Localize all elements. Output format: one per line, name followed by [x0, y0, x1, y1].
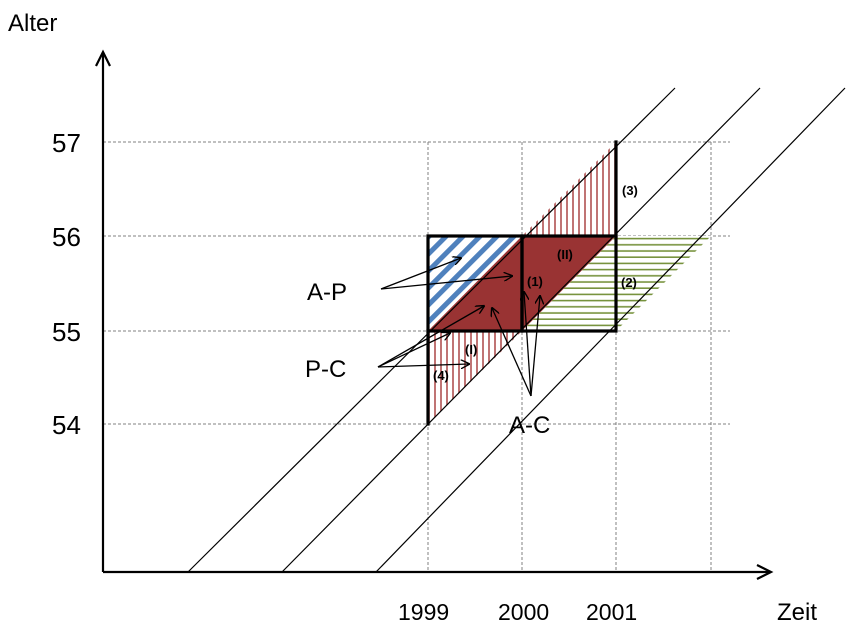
x-tick-label: 2000 [498, 599, 549, 625]
y-axis-arrowhead [95, 49, 111, 67]
y-tick-label: 55 [52, 317, 81, 347]
grid [103, 141, 730, 572]
pc-arrow-2 [377, 306, 484, 368]
region-label-II: (II) [557, 247, 573, 262]
pc-arrow-3 [377, 364, 469, 367]
y-axis-title: Alter [8, 10, 57, 37]
x-tick-label: 2001 [586, 599, 637, 625]
region-label-2: (2) [621, 275, 637, 290]
region-label-3: (3) [622, 183, 638, 198]
x-axis-arrowhead [756, 564, 774, 580]
ac-arrow-1 [492, 308, 532, 397]
x-tick-label: 1999 [398, 599, 449, 625]
region-label-4: (4) [433, 368, 449, 383]
y-tick-label: 54 [52, 410, 81, 440]
axes [95, 49, 774, 580]
annotation-arrows [377, 258, 540, 397]
ap-arrow-2 [380, 276, 512, 290]
ac-arrow-3 [530, 296, 540, 397]
ac-label: A-C [509, 412, 550, 439]
x-axis-title: Zeit [777, 599, 817, 626]
bold-outlines [426, 140, 618, 426]
y-tick-label: 57 [52, 128, 81, 158]
pc-label: P-C [305, 356, 346, 383]
region-label-1: (1) [527, 274, 543, 289]
y-tick-label: 56 [52, 222, 81, 252]
square-2000 [520, 234, 618, 333]
ac-arrow-2 [524, 292, 532, 397]
pc-arrow-1 [377, 333, 450, 368]
region-3-triangle [522, 142, 616, 236]
region-label-I: (I) [465, 342, 477, 357]
ap-arrow-1 [380, 258, 461, 290]
ap-label: A-P [307, 279, 347, 306]
